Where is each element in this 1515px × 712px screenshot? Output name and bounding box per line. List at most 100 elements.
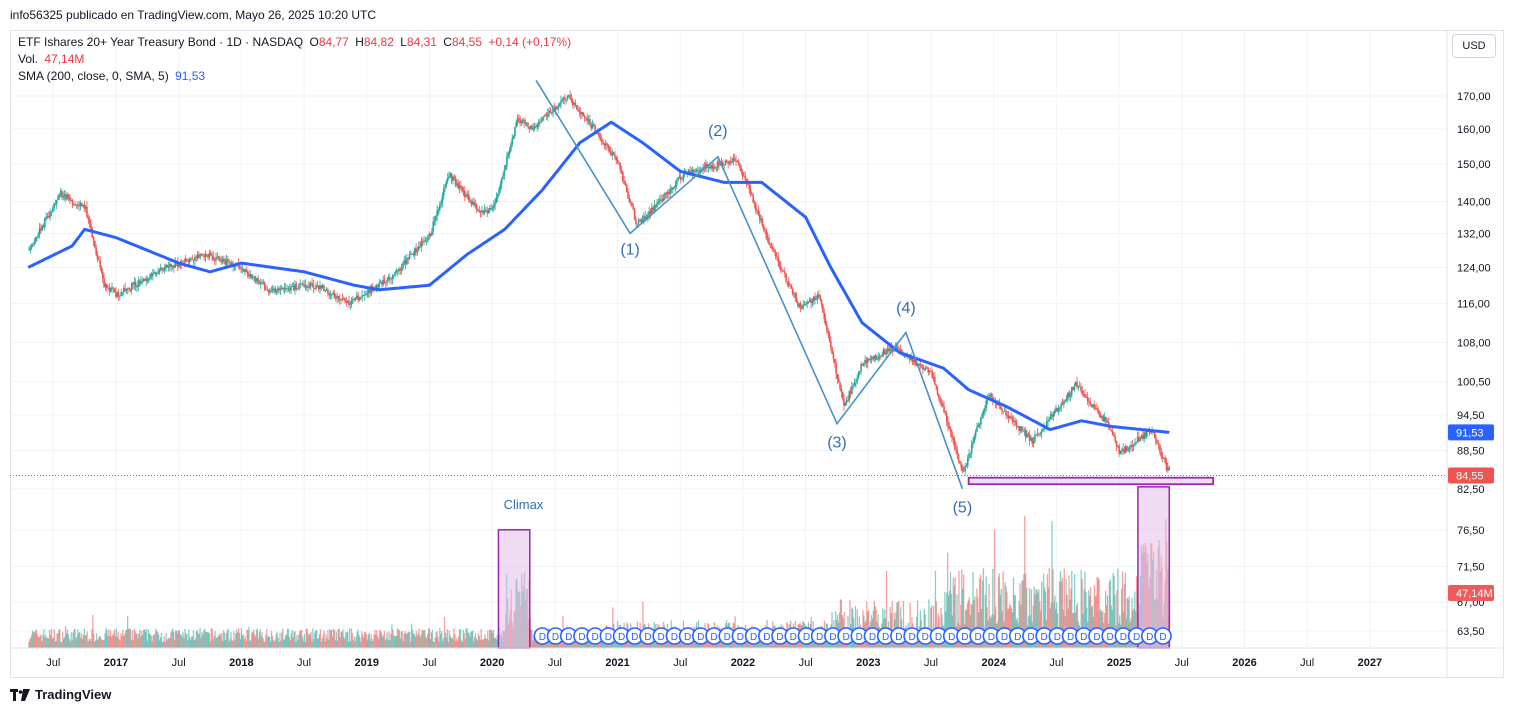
volume-bar <box>340 631 342 648</box>
volume-bar <box>366 639 369 648</box>
volume-bar <box>385 638 387 648</box>
candle-body <box>1026 433 1028 438</box>
candle-body <box>818 294 820 296</box>
volume-bar <box>382 635 385 648</box>
volume-bar <box>979 574 982 648</box>
chart-frame[interactable] <box>10 30 1504 678</box>
volume-bar <box>1081 579 1083 648</box>
volume-bar <box>615 638 618 648</box>
volume-bar <box>100 638 102 648</box>
candle-body <box>810 299 812 303</box>
volume-bar <box>898 600 900 648</box>
candle-body <box>54 203 57 205</box>
volume-bar <box>1109 579 1112 648</box>
candle-body <box>533 126 536 129</box>
volume-bar <box>642 601 644 648</box>
candle-body <box>419 246 421 248</box>
volume-bar <box>854 605 857 648</box>
candle-body <box>545 114 548 117</box>
volume-bar <box>173 639 176 648</box>
candle-body <box>966 457 969 466</box>
volume-bar <box>1070 588 1072 648</box>
volume-bar <box>298 634 300 648</box>
volume-bar <box>31 630 34 648</box>
dividend-marker-label: D <box>776 632 783 643</box>
candle-body <box>822 304 824 313</box>
candle-body <box>732 158 735 161</box>
volume-bar <box>314 632 316 648</box>
candle-body <box>753 202 756 204</box>
tradingview-logo[interactable]: TradingView <box>10 687 111 702</box>
candle-body <box>835 362 837 374</box>
candle-body <box>895 346 898 348</box>
legend-high-label: H <box>355 35 364 49</box>
candle-body <box>802 304 804 309</box>
candle-body <box>878 356 881 358</box>
volume-bar <box>244 635 246 648</box>
volume-bar <box>350 628 353 648</box>
candle-body <box>98 259 100 261</box>
volume-bar <box>962 588 964 648</box>
volume-bar <box>416 635 418 648</box>
candle-body <box>754 203 757 211</box>
candle-body <box>203 254 205 258</box>
volume-bar <box>442 641 444 648</box>
volume-bar <box>1076 603 1079 648</box>
volume-bar <box>278 641 280 648</box>
volume-bar <box>183 638 185 648</box>
volume-bar <box>145 628 148 648</box>
volume-bar <box>139 629 141 648</box>
candle-body <box>724 160 727 165</box>
volume-bar <box>478 636 480 648</box>
volume-bar <box>326 638 328 648</box>
candle-body <box>321 285 324 289</box>
dividend-marker-label: D <box>1146 632 1153 643</box>
volume-bar <box>127 628 130 648</box>
volume-bar <box>119 640 121 648</box>
volume-bar <box>196 629 198 648</box>
candle-body <box>1019 426 1022 431</box>
candle-body <box>240 267 242 270</box>
legend-sma-label: SMA (200, close, 0, SMA, 5) <box>18 69 169 83</box>
volume-bar <box>968 597 970 648</box>
volume-bar <box>362 634 364 648</box>
volume-bar <box>1116 590 1118 648</box>
volume-bar <box>978 578 981 648</box>
volume-bar <box>973 599 975 648</box>
volume-bar <box>852 608 854 648</box>
volume-bar <box>195 631 197 648</box>
volume-bar <box>491 633 494 648</box>
candle-body <box>1053 410 1056 414</box>
candle-body <box>602 142 604 144</box>
volume-bar <box>240 628 243 648</box>
volume-bar <box>288 636 291 648</box>
candle-body <box>128 287 130 289</box>
volume-bar <box>984 594 986 648</box>
volume-bar <box>974 596 976 648</box>
price-tick-label: 82,50 <box>1457 484 1485 496</box>
candle-body <box>932 376 935 378</box>
legend-volume-value: 47,14M <box>44 52 85 66</box>
legend-open-label: O <box>309 35 319 49</box>
candle-body <box>799 303 802 309</box>
wave-label-4: (4) <box>896 300 916 317</box>
candle-body <box>299 283 302 286</box>
candle-body <box>805 304 807 305</box>
candle-body <box>620 169 623 172</box>
candle-body <box>628 198 631 202</box>
candle-body <box>354 297 357 300</box>
volume-bar <box>130 640 133 648</box>
candle-body <box>1111 430 1114 436</box>
candle-body <box>866 358 869 364</box>
volume-bar <box>1075 605 1078 648</box>
candle-body <box>521 119 524 122</box>
currency-button[interactable]: USD <box>1452 34 1496 58</box>
candle-body <box>38 228 41 235</box>
candle-body <box>710 165 712 169</box>
candle-body <box>194 257 196 261</box>
volume-bar <box>1068 575 1070 648</box>
candle-body <box>839 382 841 389</box>
volume-bar <box>49 634 52 648</box>
candle-body <box>935 384 937 387</box>
